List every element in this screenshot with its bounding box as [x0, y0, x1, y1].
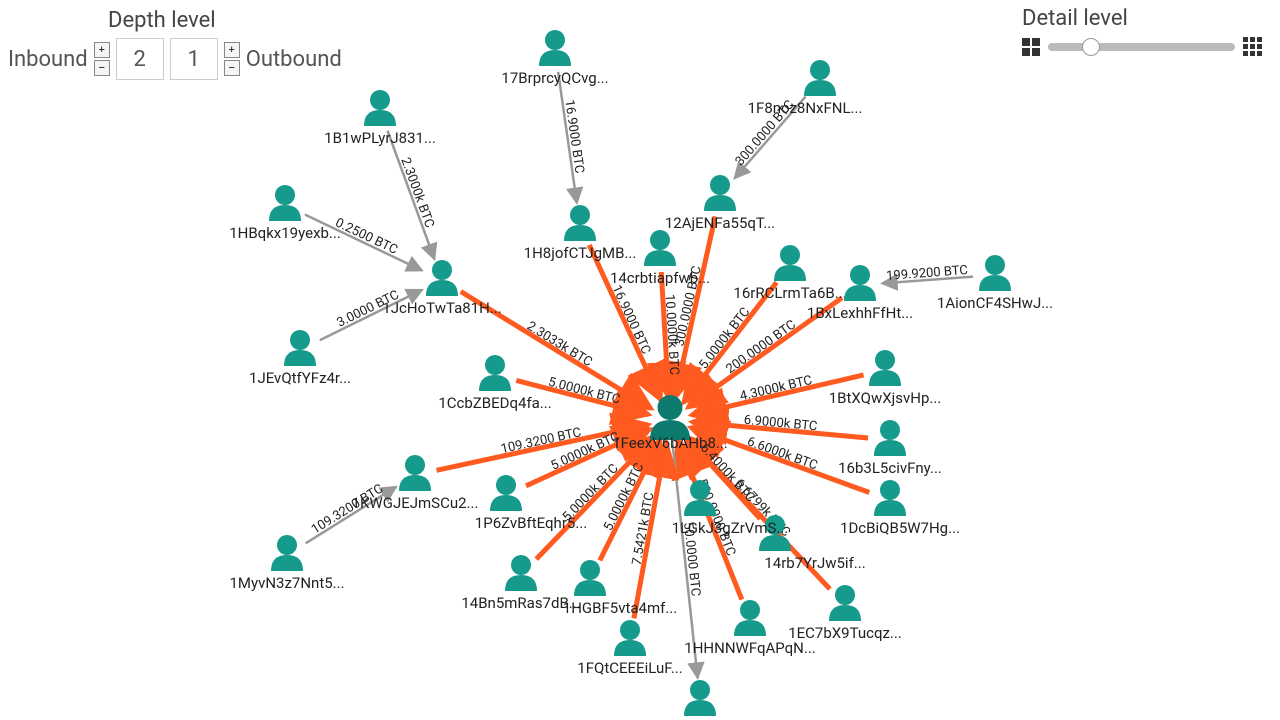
node-label: 14Bn5mRas7dB...: [461, 594, 580, 612]
edge-label: 199.9200 BTC: [886, 263, 969, 284]
node-label: 1JEvQtfYFz4r...: [249, 369, 351, 387]
node[interactable]: 1JEvQtfYFz4r...: [249, 330, 351, 387]
node-label: 17BrprcyQCvg...: [501, 69, 608, 87]
node[interactable]: 12AjENFa55qT...: [665, 175, 775, 232]
network-graph[interactable]: 2.3033k BTC 16.9000 BTC 2.3000k BTC0.2500 …: [0, 0, 1280, 720]
edge-label: 16.9000 BTC: [608, 283, 653, 357]
node[interactable]: 1F8noz8NxFNL...: [748, 60, 863, 117]
node-label: 1BtXQwXjsvHp...: [829, 389, 942, 407]
node[interactable]: 17BrprcyQCvg...: [501, 30, 608, 87]
node-label: 1FeexV6bAHb8...: [612, 434, 728, 452]
node-label: 12AjENFa55qT...: [665, 214, 775, 232]
edge-label: 2.3000k BTC: [397, 156, 436, 230]
node[interactable]: 16rRCLrmTa6B...: [733, 245, 846, 302]
node[interactable]: 1H8jofCTJgMB...: [524, 205, 637, 262]
node[interactable]: 1F8Sy6P9NMqP...: [641, 680, 760, 720]
node-label: 1HBqkx19yexb...: [229, 224, 341, 242]
node-label: 1CcbZBEDq4fa...: [438, 394, 551, 412]
node[interactable]: 1MyvN3z7Nnt5...: [229, 535, 344, 592]
node-label: 1FQtCEEEiLuF...: [577, 659, 682, 677]
node-label: 16rRCLrmTa6B...: [733, 284, 846, 302]
edge-label: 2.3033k BTC: [524, 319, 595, 370]
node-label: 1B1wPLyrJ831...: [324, 129, 436, 147]
node-label: 1DcBiQB5W7Hg...: [840, 519, 960, 537]
node[interactable]: 1JcHoTwTa81H...: [382, 260, 501, 317]
node[interactable]: 1FQtCEEEiLuF...: [577, 620, 682, 677]
node[interactable]: 1EC7bX9Tucqz...: [788, 585, 902, 642]
node-label: 1AionCF4SHwJ...: [937, 294, 1053, 312]
node-label: 1P6ZvBftEqhr5...: [475, 514, 587, 532]
edge-label: 5.0000k BTC: [547, 375, 622, 408]
node-label: 1MyvN3z7Nnt5...: [229, 574, 344, 592]
node-label: 14crbtiapfwb...: [610, 269, 710, 287]
node-label: 1BxLexhhFfHt...: [807, 304, 913, 322]
node-label: 16b3L5civFny...: [838, 459, 942, 477]
edge-label: 7.5421k BTC: [630, 491, 658, 566]
node[interactable]: 16b3L5civFny...: [838, 420, 942, 477]
node-label: 1HHNNWFqAPqN...: [684, 639, 815, 657]
edge-label: 0.2500 BTC: [333, 215, 400, 257]
node-label: 1JcHoTwTa81H...: [382, 299, 501, 317]
node[interactable]: 1HBqkx19yexb...: [229, 185, 341, 242]
node[interactable]: 1B1wPLyrJ831...: [324, 90, 436, 147]
node-label: 1H8jofCTJgMB...: [524, 244, 637, 262]
node-label: 1LGkJ3gZrVmS...: [672, 519, 789, 537]
node[interactable]: 14Bn5mRas7dB...: [461, 555, 580, 612]
node-label: 1F8noz8NxFNL...: [748, 99, 863, 117]
node-label: 1KWGJEJmSCu2...: [352, 494, 479, 512]
edge-label: 16.9000 BTC: [561, 99, 586, 175]
edge-label: 4.3000k BTC: [738, 373, 813, 404]
node-label: 14rb7YrJw5if...: [764, 554, 865, 572]
